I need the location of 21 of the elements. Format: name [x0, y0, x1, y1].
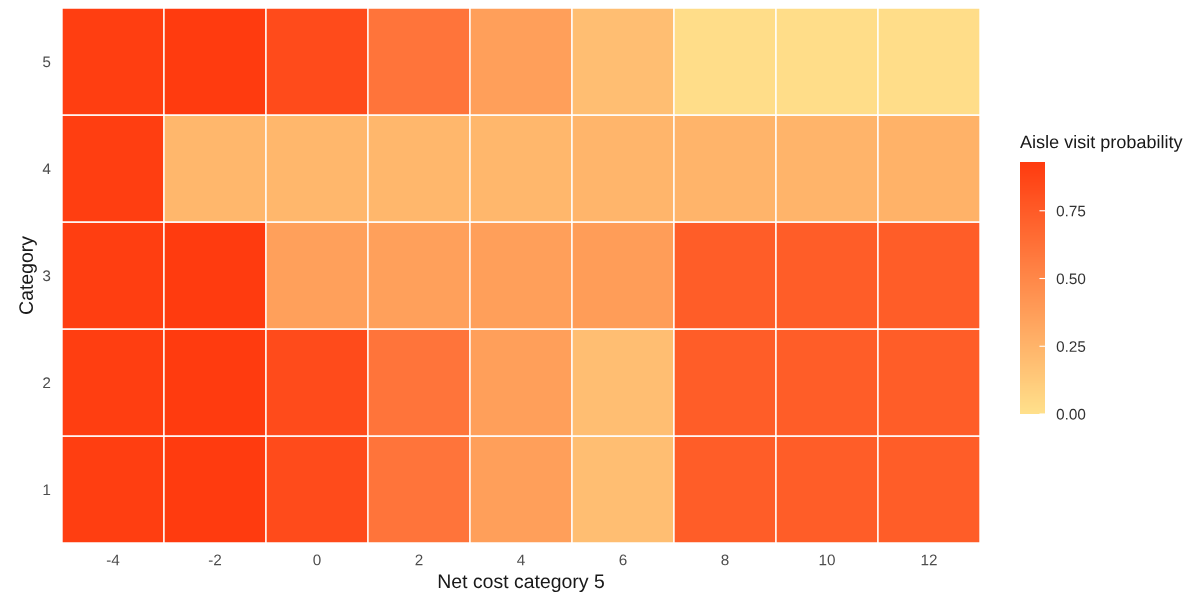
x-tick-label: 0	[313, 554, 321, 566]
y-axis-title: Category	[19, 236, 37, 314]
y-tick-label: 4	[42, 163, 51, 175]
x-tick-label: 4	[517, 554, 525, 566]
x-tick-label: 6	[619, 554, 627, 566]
x-tick-label: 12	[921, 554, 937, 566]
y-tick-label: 5	[43, 56, 51, 68]
x-tick-label: 10	[819, 554, 835, 566]
color-bar-label: 0.75	[1056, 205, 1086, 217]
x-tick-label: 2	[415, 554, 423, 566]
x-axis-title: Net cost category 5	[438, 574, 604, 593]
y-tick-label: 2	[43, 377, 51, 389]
y-tick-label: 1	[43, 484, 51, 496]
color-bar-label: 0.25	[1056, 341, 1086, 352]
color-bar-label: 0.50	[1056, 273, 1086, 285]
x-tick-label: -4	[106, 554, 120, 566]
color-bar-label: 0.00	[1056, 408, 1086, 420]
x-tick-label: 8	[721, 554, 729, 566]
y-tick-label: 3	[42, 270, 51, 282]
color-bar-title: Aisle visit probability	[1020, 135, 1183, 152]
x-tick-label: -2	[208, 554, 222, 566]
